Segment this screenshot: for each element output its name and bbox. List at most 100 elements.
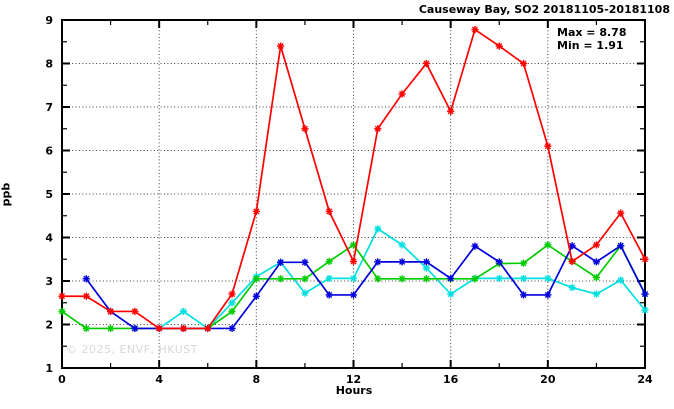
red-line bbox=[62, 28, 646, 330]
green-line-marker bbox=[277, 275, 284, 282]
cyan-line-marker bbox=[423, 264, 430, 271]
cyan-line-marker bbox=[496, 275, 503, 282]
red-line-marker bbox=[204, 325, 211, 332]
y-tick-label: 9 bbox=[45, 14, 53, 27]
red-line-marker bbox=[471, 26, 478, 33]
cyan-line-marker bbox=[350, 275, 357, 282]
y-tick-label: 3 bbox=[45, 275, 53, 288]
blue-line-marker bbox=[471, 243, 478, 250]
green-line-marker bbox=[374, 275, 381, 282]
cyan-line-marker bbox=[447, 291, 454, 298]
maxmin-annotation: Max = 8.78 Min = 1.91 bbox=[557, 26, 626, 52]
min-annotation: Min = 1.91 bbox=[557, 39, 624, 52]
blue-line bbox=[85, 244, 646, 330]
chart-title: Causeway Bay, SO2 20181105-20181108 bbox=[418, 3, 670, 16]
cyan-line-marker bbox=[520, 275, 527, 282]
red-line-marker bbox=[326, 208, 333, 215]
blue-line-marker bbox=[301, 259, 308, 266]
x-axis-label: Hours bbox=[335, 384, 373, 397]
green-line-marker bbox=[253, 275, 260, 282]
red-line-marker bbox=[374, 125, 381, 132]
red-line-marker bbox=[58, 293, 66, 300]
x-tick-label: 12 bbox=[346, 373, 361, 386]
red-line-marker bbox=[131, 308, 138, 315]
x-tick-label: 4 bbox=[155, 373, 163, 386]
red-line-marker bbox=[617, 210, 624, 217]
blue-line-marker bbox=[520, 291, 527, 298]
cyan-line-marker bbox=[569, 284, 576, 291]
blue-line-marker bbox=[350, 291, 357, 298]
y-tick-label: 2 bbox=[45, 319, 53, 332]
blue-line-marker bbox=[544, 291, 551, 298]
red-line-marker bbox=[496, 43, 503, 50]
blue-line-marker bbox=[399, 258, 406, 265]
cyan-line-marker bbox=[399, 241, 406, 248]
blue-line-marker bbox=[641, 291, 649, 298]
cyan-line-marker bbox=[229, 299, 236, 306]
blue-line-marker bbox=[253, 293, 260, 300]
cyan-line-marker bbox=[301, 290, 308, 297]
x-tick-label: 24 bbox=[637, 373, 653, 386]
cyan-line-marker bbox=[374, 225, 381, 232]
red-line-marker bbox=[229, 291, 236, 298]
green-line-marker bbox=[423, 275, 430, 282]
blue-line-marker bbox=[131, 325, 138, 332]
blue-line-marker bbox=[496, 258, 503, 265]
red-line-marker bbox=[350, 258, 357, 265]
blue-line-marker bbox=[447, 275, 454, 282]
red-line-marker bbox=[593, 241, 600, 248]
red-line-marker bbox=[544, 143, 551, 150]
red-line-marker bbox=[301, 125, 308, 132]
red-line-marker bbox=[277, 43, 284, 50]
y-tick-label: 6 bbox=[45, 145, 53, 158]
blue-line-marker bbox=[277, 259, 284, 266]
y-tick-label: 7 bbox=[45, 101, 53, 114]
y-tick-label: 4 bbox=[45, 232, 53, 245]
cyan-line-marker bbox=[180, 308, 187, 315]
x-tick-label: 0 bbox=[58, 373, 66, 386]
red-line-marker bbox=[399, 90, 406, 97]
green-line-marker bbox=[58, 308, 66, 315]
blue-line-marker bbox=[83, 275, 90, 282]
red-line-marker bbox=[447, 108, 454, 115]
blue-line-marker bbox=[423, 258, 430, 265]
red-line-marker bbox=[180, 325, 187, 332]
y-axis-label: ppb bbox=[0, 182, 13, 207]
green-line-marker bbox=[107, 325, 114, 332]
red-line-marker bbox=[641, 256, 649, 263]
y-tick-label: 5 bbox=[45, 188, 53, 201]
x-tick-label: 8 bbox=[253, 373, 261, 386]
green-line-marker bbox=[83, 325, 90, 332]
red-line-marker bbox=[107, 308, 114, 315]
green-line-marker bbox=[350, 241, 357, 248]
green-line-marker bbox=[399, 275, 406, 282]
cyan-line-marker bbox=[593, 291, 600, 298]
cyan-line-marker bbox=[544, 275, 551, 282]
red-line-marker bbox=[156, 325, 163, 332]
max-annotation: Max = 8.78 bbox=[557, 26, 627, 39]
y-tick-label: 8 bbox=[45, 58, 53, 71]
cyan-line-marker bbox=[641, 307, 649, 314]
blue-line-marker bbox=[374, 258, 381, 265]
green-line-marker bbox=[593, 274, 600, 281]
green-line-marker bbox=[544, 241, 551, 248]
green-line-marker bbox=[229, 308, 236, 315]
blue-line-marker bbox=[229, 325, 236, 332]
green-line-marker bbox=[520, 260, 527, 267]
red-line-marker bbox=[423, 60, 430, 67]
green-line-marker bbox=[301, 275, 308, 282]
y-tick-label: 1 bbox=[45, 362, 53, 375]
cyan-line-marker bbox=[617, 277, 624, 284]
green-line-marker bbox=[326, 258, 333, 265]
red-line-marker bbox=[253, 208, 260, 215]
x-tick-label: 20 bbox=[540, 373, 556, 386]
green-line-marker bbox=[471, 275, 478, 282]
red-line-marker bbox=[569, 258, 576, 265]
cyan-line-marker bbox=[326, 275, 333, 282]
x-tick-label: 16 bbox=[443, 373, 459, 386]
red-line-marker bbox=[520, 60, 527, 67]
blue-line-marker bbox=[593, 258, 600, 265]
blue-line-marker bbox=[569, 242, 576, 249]
